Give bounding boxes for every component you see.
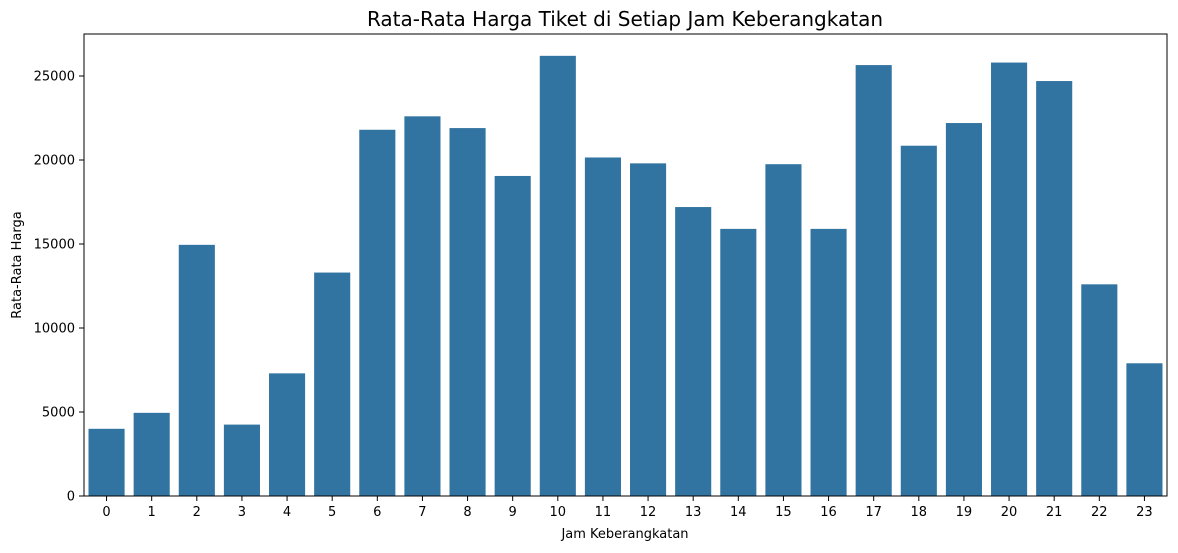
bar-hour-0 (88, 428, 125, 496)
bar-hour-23 (1126, 363, 1163, 496)
bar-hour-20 (991, 62, 1028, 497)
x-tick-label: 12 (640, 505, 657, 520)
y-axis-ticks: 0 5000 10000 15000 20000 25000 (34, 70, 84, 505)
x-tick-label: 5 (328, 505, 336, 520)
x-tick-label: 0 (102, 505, 110, 520)
bar-hour-15 (765, 164, 802, 496)
y-tick-label: 5000 (42, 406, 75, 421)
x-axis-label: Jam Keberangkatan (560, 527, 688, 542)
bar-hour-21 (1036, 81, 1073, 496)
x-tick-label: 2 (193, 505, 201, 520)
x-tick-label: 16 (820, 505, 837, 520)
bar-hour-8 (449, 128, 486, 496)
y-axis-label: Rata-Rata Harga (10, 211, 25, 318)
x-tick-label: 21 (1046, 505, 1063, 520)
x-tick-label: 22 (1091, 505, 1108, 520)
x-tick-label: 7 (418, 505, 426, 520)
bar-hour-19 (945, 123, 982, 496)
bar-hour-5 (314, 272, 351, 496)
bar-hour-3 (223, 424, 260, 496)
x-tick-label: 20 (1001, 505, 1018, 520)
x-tick-label: 1 (148, 505, 156, 520)
bar-hour-18 (900, 145, 937, 496)
x-tick-label: 3 (238, 505, 246, 520)
x-tick-label: 6 (373, 505, 381, 520)
x-tick-label: 17 (865, 505, 882, 520)
bar-hour-2 (178, 244, 215, 496)
bar-hour-13 (675, 207, 712, 497)
bar-hour-16 (810, 228, 847, 496)
x-tick-label: 15 (775, 505, 792, 520)
y-tick-label: 0 (67, 490, 75, 505)
x-tick-label: 18 (911, 505, 928, 520)
y-tick-label: 25000 (34, 70, 75, 85)
chart-title: Rata-Rata Harga Tiket di Setiap Jam Kebe… (367, 7, 883, 31)
x-tick-label: 14 (730, 505, 747, 520)
y-tick-label: 10000 (34, 322, 75, 337)
x-tick-label: 4 (283, 505, 291, 520)
x-tick-label: 23 (1136, 505, 1153, 520)
y-tick-label: 20000 (34, 154, 75, 169)
x-tick-label: 13 (685, 505, 702, 520)
x-tick-label: 8 (463, 505, 471, 520)
bar-hour-11 (584, 157, 621, 497)
x-axis-ticks: 0 1 2 3 4 5 6 7 8 9 10 11 12 13 14 15 16 17 18 19 20 21 22 23 (102, 496, 1153, 520)
bar-hour-9 (494, 175, 531, 496)
x-tick-label: 9 (509, 505, 517, 520)
plot-frame (83, 33, 1168, 497)
x-tick-label: 19 (956, 505, 973, 520)
bar-hour-1 (133, 412, 170, 496)
bars-group (88, 55, 1163, 497)
x-tick-label: 10 (550, 505, 567, 520)
bar-hour-22 (1081, 284, 1118, 496)
y-tick-label: 15000 (34, 238, 75, 253)
x-tick-label: 11 (595, 505, 612, 520)
bar-hour-7 (404, 116, 441, 496)
bar-hour-12 (630, 163, 667, 497)
bar-hour-17 (855, 65, 892, 496)
bar-hour-6 (359, 129, 396, 496)
bar-hour-4 (269, 373, 306, 496)
bar-hour-10 (539, 55, 576, 497)
bar-hour-14 (720, 228, 757, 496)
